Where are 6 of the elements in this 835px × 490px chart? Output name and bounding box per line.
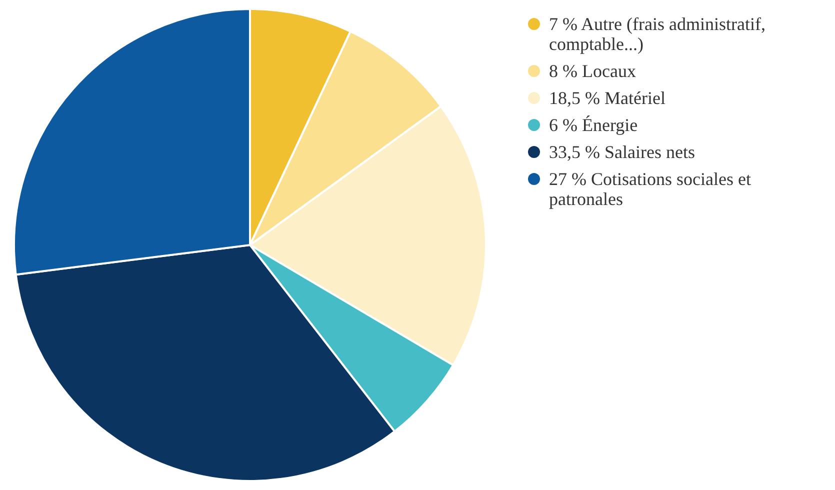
legend-label: 27 % Cotisations sociales et patronales [549, 169, 752, 209]
legend-label: 33,5 % Salaires nets [549, 142, 695, 162]
legend-label: 6 % Énergie [549, 115, 638, 135]
legend-label: 18,5 % Matériel [549, 88, 666, 108]
legend-label: 8 % Locaux [549, 61, 636, 81]
legend-label: 7 % Autre (frais administratif, comptable...) [549, 14, 766, 54]
